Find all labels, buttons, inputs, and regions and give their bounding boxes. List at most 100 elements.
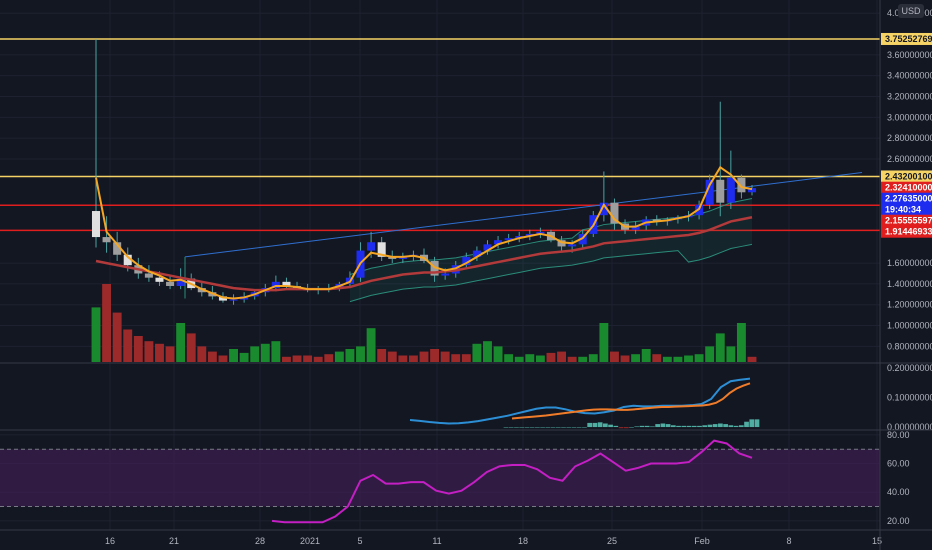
macd-histogram-bar — [508, 427, 514, 428]
volume-bar — [271, 341, 281, 362]
macd-histogram-bar — [670, 425, 676, 428]
macd-histogram-bar — [582, 427, 587, 428]
candle-body — [716, 179, 725, 203]
price-tick-label: 2.60000000 — [887, 154, 932, 164]
volume-bar — [705, 346, 715, 362]
rsi-tick-label: 60.00 — [887, 459, 910, 469]
candle-body — [166, 281, 175, 286]
volume-bar — [631, 354, 641, 362]
volume-bar — [673, 356, 683, 362]
price-tick-label: 2.80000000 — [887, 133, 932, 143]
candle-body — [218, 296, 227, 301]
price-tag-label: 1.91446933 — [885, 227, 932, 237]
candle-body — [462, 256, 471, 266]
trend-line — [184, 172, 863, 258]
price-tag-bg — [881, 170, 932, 183]
candle-body — [747, 188, 757, 193]
macd-histogram-bar — [555, 427, 561, 428]
signal-line — [511, 382, 751, 420]
macd-histogram-bar — [623, 427, 629, 429]
candle-body — [176, 278, 185, 286]
volume-bar — [652, 354, 662, 362]
macd-pane — [409, 377, 760, 429]
candle-body — [483, 244, 492, 251]
macd-histogram-bar — [519, 427, 525, 428]
rsi-tick-label: 80.00 — [887, 430, 910, 440]
price-tick-label: 3.20000000 — [887, 92, 932, 102]
volume-bar — [207, 351, 217, 362]
volume-bar — [398, 355, 408, 362]
candle-body — [504, 238, 513, 241]
volume-bar — [176, 323, 186, 362]
volume-bar — [356, 346, 365, 362]
macd-histogram-bar — [618, 427, 624, 429]
volume-bar — [578, 356, 588, 362]
macd-histogram-bar — [592, 422, 598, 428]
macd-histogram-bar — [613, 425, 619, 428]
volume-bar — [567, 356, 577, 362]
volume-bar — [610, 351, 619, 362]
volume-bar — [684, 355, 693, 362]
currency-badge[interactable]: USD — [898, 4, 924, 18]
candle-body — [155, 277, 164, 282]
volume-bar — [747, 356, 757, 362]
volume-bar — [218, 355, 228, 362]
volume-bar — [493, 346, 503, 362]
macd-histogram-bar — [686, 425, 692, 428]
x-tick-label: 18 — [518, 536, 528, 546]
price-tag-label: 2.27635000 — [885, 194, 932, 204]
candle-body — [525, 233, 534, 237]
price-tag-bg — [881, 225, 932, 238]
macd-histogram-bar — [665, 424, 671, 428]
x-tick-label: 28 — [255, 536, 265, 546]
x-tick-label: 16 — [105, 536, 115, 546]
candle-body — [144, 273, 153, 278]
rsi-band-fill — [0, 449, 880, 507]
volume-bar — [599, 323, 609, 362]
x-tick-label: 25 — [607, 536, 617, 546]
macd-histogram-bar — [744, 421, 749, 428]
price-tags: 3.75252769 2.43200100 2.324100002.27635000… — [881, 32, 932, 238]
price-tick-label: 1.60000000 — [887, 258, 932, 268]
candle-body — [610, 202, 619, 224]
candle-body — [631, 225, 640, 230]
macd-histogram-bar — [639, 425, 645, 428]
volume-bar — [165, 346, 175, 362]
price-tag-bg — [881, 203, 932, 216]
x-tick-label: 2021 — [300, 536, 320, 546]
macd-histogram-bar — [697, 425, 702, 428]
macd-tick-label: 0.00000000 — [887, 422, 932, 432]
volume-bar — [514, 356, 524, 362]
price-tick-label: 3.60000000 — [887, 50, 932, 60]
volume-bar — [620, 355, 630, 362]
volume-bar — [155, 343, 164, 362]
x-tick-label: 8 — [786, 536, 791, 546]
candle-body — [599, 202, 608, 216]
candle-body — [123, 254, 132, 266]
volume-bar — [112, 312, 122, 362]
macd-histogram-bar — [603, 423, 608, 428]
candle-body — [388, 256, 397, 259]
macd-histogram-bar — [571, 427, 577, 428]
candle-body — [726, 177, 735, 203]
rsi-line — [271, 439, 753, 524]
macd-histogram-bar — [540, 427, 545, 428]
candle-body — [536, 231, 545, 234]
macd-histogram-bar — [566, 427, 572, 428]
candle-body — [494, 240, 503, 245]
price-tick-label: 1.20000000 — [887, 300, 932, 310]
price-tick-label: 0.80000000 — [887, 341, 932, 351]
volume-bar — [387, 351, 397, 362]
volume-bar — [546, 352, 556, 362]
macd-histogram-bar — [644, 425, 650, 428]
volume-bar — [123, 329, 133, 362]
price-tag-bg — [881, 32, 932, 45]
candle-body — [282, 281, 291, 286]
price-tag-bg — [881, 192, 932, 205]
macd-histogram-bar — [655, 424, 660, 428]
macd-histogram-bar — [676, 425, 681, 428]
macd-histogram-bar — [650, 426, 655, 428]
volume-bar — [292, 355, 302, 362]
candle-body — [102, 237, 111, 243]
